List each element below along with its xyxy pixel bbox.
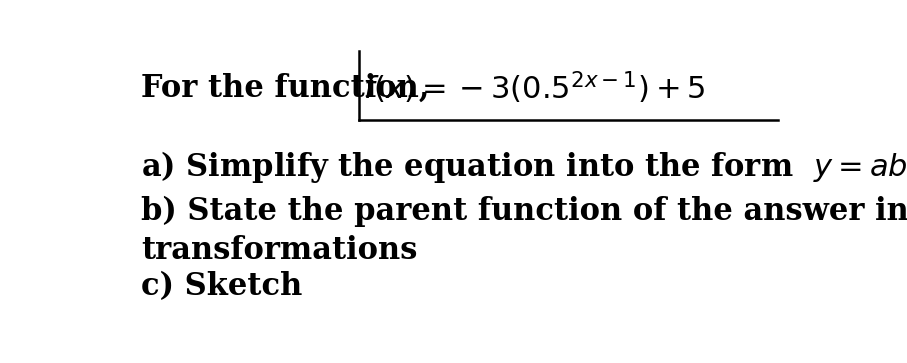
Text: c) Sketch: c) Sketch <box>141 271 303 302</box>
Text: a) Simplify the equation into the form  $y = ab^x + c$: a) Simplify the equation into the form $… <box>141 148 907 184</box>
Text: For the function,: For the function, <box>141 73 441 104</box>
Text: $f(x) = -3(0.5^{2x-1}) + 5$: $f(x) = -3(0.5^{2x-1}) + 5$ <box>363 70 706 106</box>
Text: transformations: transformations <box>141 235 418 266</box>
Text: b) State the parent function of the answer in a., and the: b) State the parent function of the answ… <box>141 196 907 227</box>
